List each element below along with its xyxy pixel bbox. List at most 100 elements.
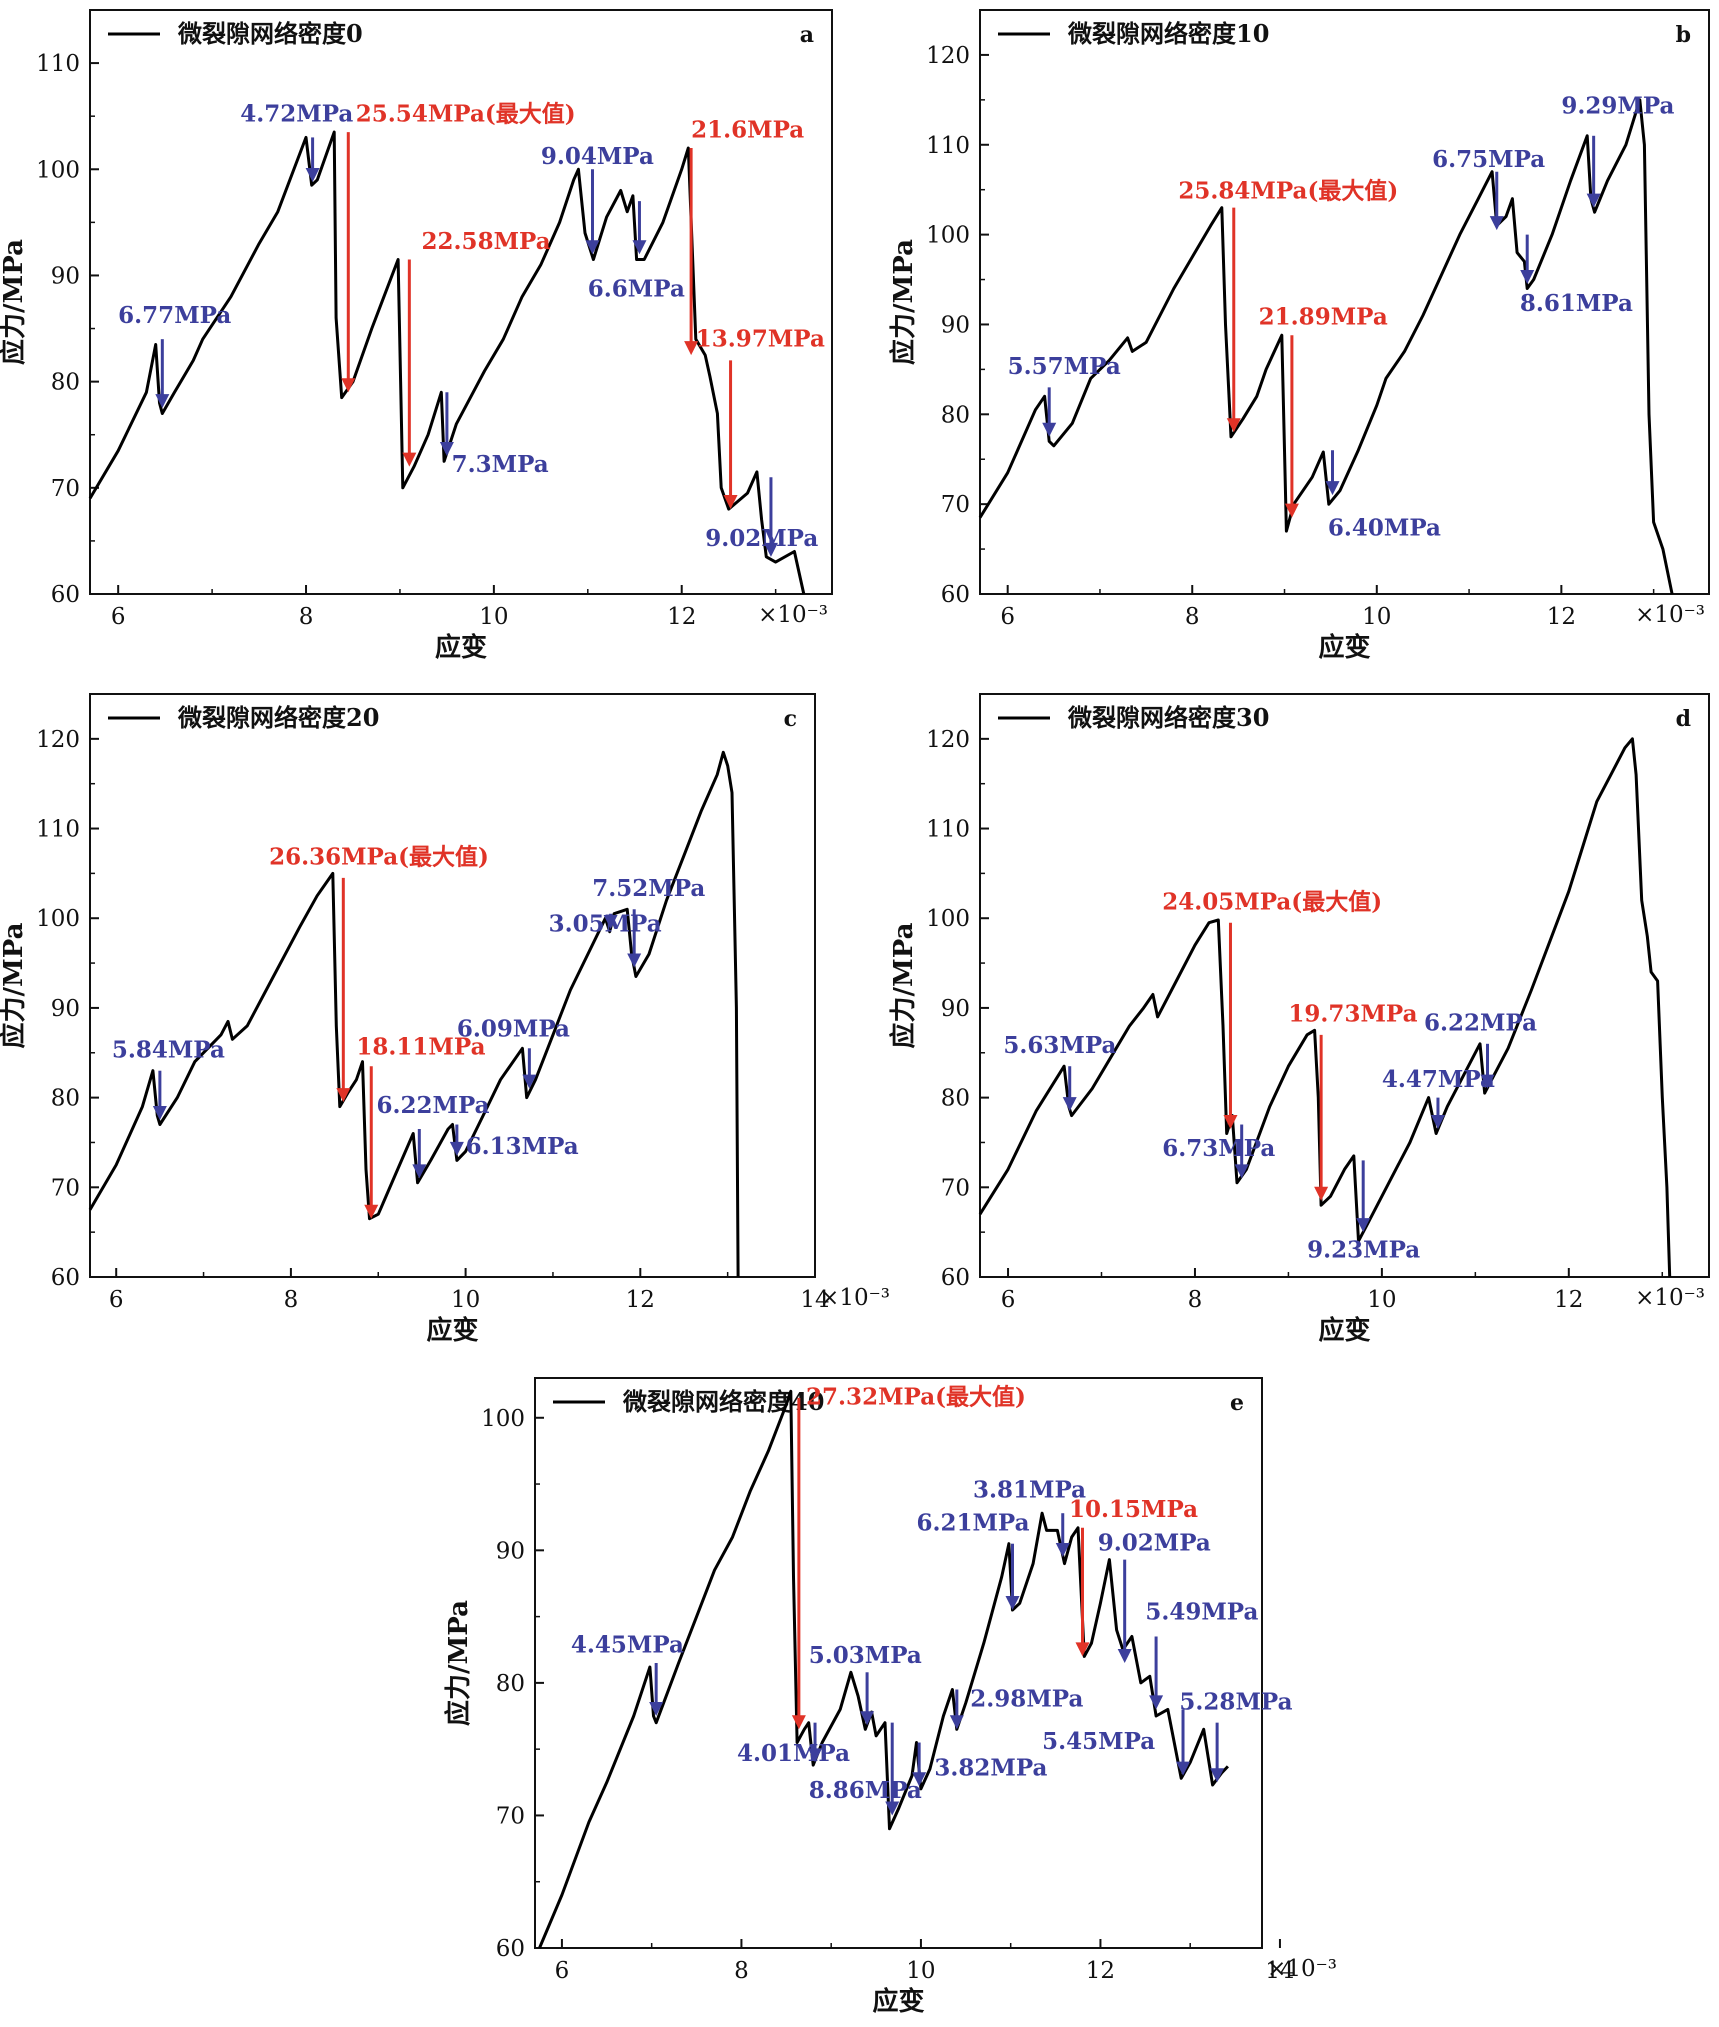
x-tick-label: 12 (1547, 604, 1576, 630)
plot-frame (534, 1377, 1263, 1949)
annotation-arrow-head (632, 240, 647, 255)
chart-panel-c: 6 8 10 12 14×10⁻³ 60 70 80 90 100 110 120 应变 应力/MPa 微裂… (0, 693, 890, 1346)
annotation-label: 9.04MPa (541, 143, 654, 170)
annotation-label: 4.01MPa (737, 1740, 850, 1767)
y-tick-label: 70 (941, 1175, 970, 1201)
y-tick-label: 100 (926, 223, 970, 249)
annotation-label: 3.82MPa (934, 1755, 1047, 1782)
annotation-arrow-head (1223, 1115, 1238, 1130)
annotation-arrow-head (1075, 1642, 1090, 1657)
annotation-label: 2.98MPa (970, 1686, 1083, 1713)
annotation-arrow-head (1210, 1768, 1225, 1783)
annotation-label: 13.97MPa (696, 326, 825, 353)
y-tick-label: 110 (926, 133, 970, 159)
annotation-arrow-head (1314, 1186, 1329, 1201)
y-axis-title: 应力/MPa (888, 922, 919, 1048)
legend-label: 微裂隙网络密度10 (1067, 19, 1269, 48)
y-tick-label: 90 (496, 1538, 525, 1564)
annotation-arrow-head (305, 168, 320, 183)
x-tick-label: 10 (451, 1287, 480, 1313)
legend-label: 微裂隙网络密度20 (177, 703, 379, 732)
annotation-arrow-head (1234, 1164, 1249, 1179)
annotation-label: 5.03MPa (809, 1642, 922, 1669)
y-tick-label: 120 (926, 727, 970, 753)
x-axis-title: 应变 (426, 1315, 478, 1346)
annotation-label: 19.73MPa (1288, 1000, 1417, 1027)
series-line (88, 130, 806, 595)
annotation-label: 6.13MPa (466, 1133, 579, 1160)
annotation-arrow-head (885, 1801, 900, 1816)
annotation-arrow-head (1430, 1115, 1445, 1130)
annotation-label: 25.84MPa(最大值) (1178, 178, 1398, 205)
y-tick-label: 100 (926, 906, 970, 932)
annotation-arrow-head (336, 1088, 351, 1103)
annotation-label: 5.28MPa (1179, 1688, 1292, 1715)
y-tick-label: 60 (941, 582, 970, 608)
y-tick-label: 60 (51, 582, 80, 608)
annotation-label: 6.73MPa (1162, 1135, 1275, 1162)
annotation-label: 21.6MPa (691, 116, 804, 143)
y-tick-label: 90 (941, 996, 970, 1022)
annotation-arrow-head (1284, 503, 1299, 518)
x-tick-label: 8 (1185, 604, 1200, 630)
annotation-arrow-head (1149, 1695, 1164, 1710)
plot-frame (979, 693, 1710, 1278)
annotation-arrow-head (949, 1715, 964, 1730)
x-tick-label: 8 (1188, 1287, 1203, 1313)
y-tick-label: 80 (941, 1086, 970, 1112)
y-axis-title: 应力/MPa (888, 239, 919, 365)
y-tick-label: 100 (36, 906, 80, 932)
y-tick-label: 110 (36, 51, 80, 77)
annotation-arrow-head (1062, 1097, 1077, 1112)
panel-letter: d (1676, 706, 1691, 732)
y-tick-label: 60 (941, 1265, 970, 1291)
annotation-label: 6.21MPa (916, 1509, 1029, 1536)
plot-frame (979, 9, 1710, 595)
annotation-arrow-head (152, 1106, 167, 1121)
annotation-arrow-head (1005, 1595, 1020, 1610)
annotation-label: 8.86MPa (809, 1777, 922, 1804)
x-tick-label: 10 (1362, 604, 1391, 630)
annotation-label: 9.02MPa (1098, 1529, 1211, 1556)
legend-label: 微裂隙网络密度30 (1067, 703, 1269, 732)
x-tick-label: 6 (1001, 1287, 1016, 1313)
annotation-arrow-head (1055, 1542, 1070, 1557)
y-tick-label: 70 (941, 492, 970, 518)
annotation-arrow-head (1520, 270, 1535, 285)
annotation-label: 18.11MPa (356, 1034, 485, 1061)
chart-panel-a: 6 8 10 12 ×10⁻³ 60 70 80 90 100 110 应变 应力/MPa 微裂隙网络密度… (0, 9, 833, 663)
x-tick-label: 14 (800, 1287, 829, 1313)
y-tick-label: 100 (36, 157, 80, 183)
annotation-arrow-head (603, 914, 618, 929)
x-scale-note: ×10⁻³ (820, 1285, 890, 1311)
legend-label: 微裂隙网络密度0 (177, 19, 363, 48)
x-tick-label: 10 (479, 604, 508, 630)
x-tick-label: 8 (734, 1958, 749, 1984)
y-tick-label: 110 (36, 817, 80, 843)
annotation-arrow-head (155, 394, 170, 409)
y-tick-label: 60 (496, 1936, 525, 1962)
annotation-label: 22.58MPa (422, 228, 551, 255)
x-scale-note: ×10⁻³ (1635, 1285, 1705, 1311)
plot-frame (89, 693, 816, 1278)
x-tick-label: 6 (555, 1958, 570, 1984)
annotation-arrow-head (791, 1715, 806, 1730)
x-tick-label: 14 (1265, 1958, 1294, 1984)
x-tick-label: 6 (111, 604, 126, 630)
panel-letter: a (800, 22, 814, 48)
y-axis-title: 应力/MPa (0, 922, 29, 1048)
x-tick-label: 12 (626, 1287, 655, 1313)
x-tick-label: 12 (1086, 1958, 1115, 1984)
annotation-label: 25.54MPa(最大值) (356, 100, 576, 127)
x-tick-label: 8 (299, 604, 314, 630)
chart-panel-b: 6 8 10 12 ×10⁻³ 60 70 80 90 100 110 120 应变 应力/MPa 微裂隙网… (888, 9, 1710, 663)
y-tick-label: 70 (51, 1175, 80, 1201)
y-tick-label: 70 (51, 476, 80, 502)
annotation-label: 27.32MPa(最大值) (806, 1384, 1026, 1411)
y-tick-label: 100 (481, 1406, 525, 1432)
x-scale-note: ×10⁻³ (1267, 1956, 1337, 1982)
annotation-label: 6.09MPa (457, 1016, 570, 1043)
series-line (538, 1389, 1229, 1949)
x-scale-note: ×10⁻³ (758, 602, 828, 628)
